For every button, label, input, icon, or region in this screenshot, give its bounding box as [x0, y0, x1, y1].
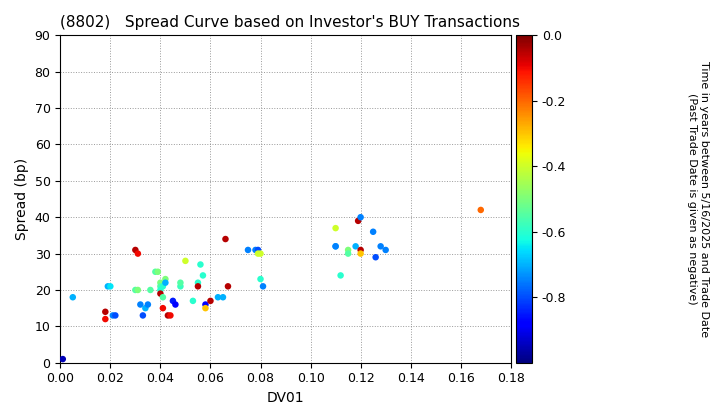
Point: [255, 276, 266, 282]
Point: [330, 225, 341, 231]
Point: [370, 254, 382, 260]
Point: [335, 272, 346, 279]
Point: [157, 305, 168, 312]
Point: [175, 283, 186, 290]
Point: [157, 294, 168, 301]
Point: [252, 247, 264, 253]
Point: [99, 316, 111, 323]
Point: [57, 356, 68, 362]
Point: [187, 297, 199, 304]
Point: [342, 247, 354, 253]
Point: [145, 286, 156, 293]
Point: [242, 247, 253, 253]
Point: [152, 268, 163, 275]
Point: [380, 247, 392, 253]
Point: [355, 250, 366, 257]
Point: [352, 218, 364, 224]
Point: [212, 294, 224, 301]
Point: [160, 276, 171, 282]
Point: [217, 294, 229, 301]
Point: [222, 283, 234, 290]
Point: [257, 283, 269, 290]
Point: [342, 250, 354, 257]
Point: [132, 250, 143, 257]
Point: [155, 286, 166, 293]
Point: [192, 283, 204, 290]
Point: [367, 228, 379, 235]
Point: [350, 243, 361, 249]
Point: [155, 283, 166, 290]
Point: [167, 297, 179, 304]
Point: [157, 283, 168, 290]
Point: [192, 279, 204, 286]
Point: [150, 268, 161, 275]
Point: [355, 214, 366, 220]
Point: [165, 312, 176, 319]
Point: [255, 250, 266, 257]
Point: [130, 247, 141, 253]
Y-axis label: Time in years between 5/16/2025 and Trade Date
(Past Trade Date is given as nega: Time in years between 5/16/2025 and Trad…: [688, 61, 709, 337]
Point: [137, 312, 148, 319]
Point: [180, 257, 192, 264]
Point: [102, 283, 114, 290]
Point: [140, 305, 151, 312]
Point: [330, 243, 341, 249]
Point: [107, 312, 119, 319]
Point: [330, 243, 341, 249]
Point: [99, 308, 111, 315]
Point: [475, 207, 487, 213]
Point: [175, 279, 186, 286]
Point: [194, 261, 206, 268]
Point: [142, 301, 153, 308]
Point: [220, 236, 231, 242]
Point: [155, 279, 166, 286]
Point: [170, 301, 181, 308]
Point: [135, 301, 146, 308]
Point: [104, 283, 116, 290]
Point: [160, 279, 171, 286]
Point: [199, 301, 211, 308]
Text: (8802)   Spread Curve based on Investor's BUY Transactions: (8802) Spread Curve based on Investor's …: [60, 15, 521, 30]
Point: [250, 247, 261, 253]
Point: [199, 305, 211, 312]
Point: [375, 243, 387, 249]
Point: [67, 294, 78, 301]
Point: [162, 312, 174, 319]
X-axis label: DV01: DV01: [266, 391, 305, 405]
Y-axis label: Spread (bp): Spread (bp): [15, 158, 29, 240]
Point: [197, 272, 209, 279]
Point: [355, 247, 366, 253]
Point: [132, 286, 143, 293]
Point: [130, 286, 141, 293]
Point: [155, 290, 166, 297]
Point: [204, 297, 216, 304]
Point: [109, 312, 121, 319]
Point: [252, 250, 264, 257]
